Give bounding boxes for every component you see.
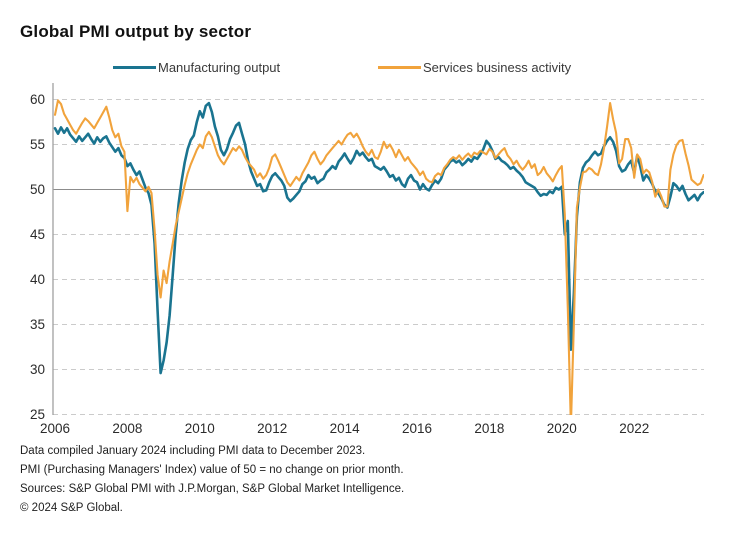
svg-text:2022: 2022 <box>619 421 649 436</box>
services-line <box>53 99 704 415</box>
gridlines <box>53 99 704 415</box>
svg-text:45: 45 <box>30 227 45 242</box>
svg-text:2010: 2010 <box>185 421 215 436</box>
svg-text:50: 50 <box>30 182 45 197</box>
manufacturing-line <box>53 101 704 375</box>
series-lines <box>53 99 704 415</box>
legend-label-services: Services business activity <box>423 59 572 75</box>
chart-title: Global PMI output by sector <box>20 22 252 41</box>
svg-text:2014: 2014 <box>330 421 361 436</box>
svg-text:2020: 2020 <box>547 421 577 436</box>
chart-footnotes: Data compiled January 2024 including PMI… <box>20 442 404 518</box>
footnote-pmi-definition: PMI (Purchasing Managers' Index) value o… <box>20 464 404 476</box>
svg-text:2012: 2012 <box>257 421 287 436</box>
manufacturing-line-swatch-icon <box>113 65 156 69</box>
services-line-swatch-icon <box>378 65 421 69</box>
svg-text:40: 40 <box>30 272 45 287</box>
svg-text:55: 55 <box>30 137 45 152</box>
svg-text:60: 60 <box>30 92 45 107</box>
x-axis-tick-labels: 2006 2008 2010 2012 2014 2016 2018 2020 2022 <box>40 421 649 436</box>
svg-text:25: 25 <box>30 407 45 422</box>
svg-text:2006: 2006 <box>40 421 70 436</box>
svg-text:2008: 2008 <box>112 421 142 436</box>
svg-text:2018: 2018 <box>474 421 504 436</box>
footnote-sources: Sources: S&P Global PMI with J.P.Morgan,… <box>20 483 405 495</box>
legend-item-services: Services business activity <box>378 59 572 75</box>
svg-text:35: 35 <box>30 317 45 332</box>
svg-text:2016: 2016 <box>402 421 432 436</box>
svg-text:30: 30 <box>30 362 45 377</box>
legend-item-manufacturing: Manufacturing output <box>113 59 281 75</box>
y-axis-tick-labels: 60 55 50 45 40 35 30 25 <box>30 92 45 422</box>
legend-label-manufacturing: Manufacturing output <box>158 59 281 75</box>
footnote-data-compiled: Data compiled January 2024 including PMI… <box>20 445 366 457</box>
footnote-copyright: © 2024 S&P Global. <box>20 502 123 514</box>
